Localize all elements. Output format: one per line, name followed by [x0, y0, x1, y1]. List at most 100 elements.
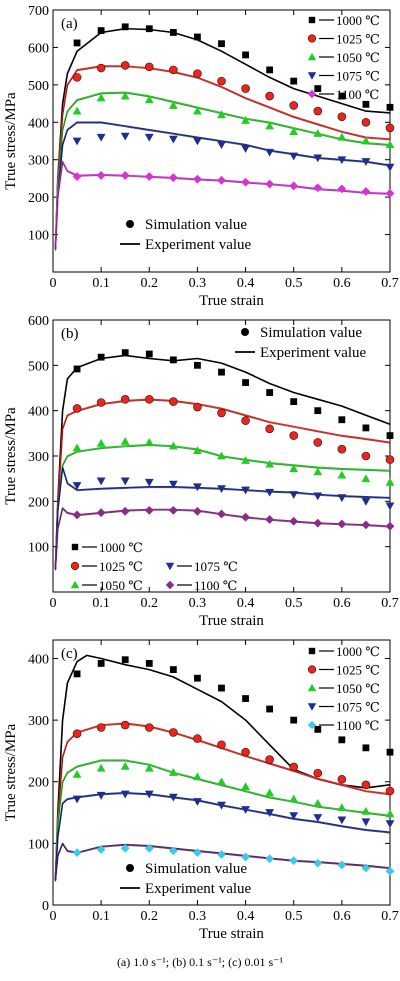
simulation-point	[194, 361, 201, 369]
simulation-point	[241, 116, 250, 124]
simulation-point	[168, 506, 178, 515]
legend-label: 1025 ℃	[336, 32, 380, 47]
simulation-point	[145, 660, 153, 667]
simulation-point	[313, 814, 323, 822]
simulation-point	[361, 806, 371, 815]
simulation-point	[337, 860, 347, 870]
simulation-point	[289, 181, 299, 191]
legend-label: 1000 ℃	[336, 644, 380, 659]
simulation-point	[217, 509, 226, 519]
simulation-point	[168, 173, 178, 183]
simulation-point	[144, 790, 154, 799]
y-tick-label: 0	[42, 899, 49, 914]
simulation-point	[168, 768, 178, 776]
legend-label: 1100 ℃	[194, 578, 237, 593]
simulation-point	[289, 101, 299, 110]
simulation-point	[241, 806, 250, 814]
simulation-point	[120, 437, 130, 445]
simulation-point	[241, 486, 250, 495]
simulation-point	[193, 848, 202, 858]
simulation-point	[385, 809, 395, 818]
legend-label: 1025 ℃	[336, 663, 380, 678]
legend-label: 1075 ℃	[336, 700, 380, 715]
x-tick-label: 0.6	[333, 596, 351, 611]
simulation-point	[362, 424, 370, 432]
experiment-line-trace	[55, 66, 391, 251]
legend-sim-label: Simulation value	[145, 217, 247, 233]
simulation-point	[72, 482, 82, 490]
simulation-point	[217, 110, 226, 119]
simulation-point	[121, 23, 129, 31]
simulation-point	[72, 769, 82, 778]
simulation-point	[265, 179, 275, 189]
simulation-point	[168, 846, 178, 856]
x-tick-label: 0.7	[381, 909, 399, 924]
simulation-point	[72, 848, 82, 858]
simulation-point	[362, 744, 370, 752]
simulation-point	[338, 416, 346, 424]
experiment-line-trace	[55, 445, 391, 571]
y-tick-label: 300	[28, 714, 49, 729]
simulation-point	[193, 506, 202, 516]
simulation-point	[385, 140, 395, 149]
simulation-point	[265, 91, 274, 101]
simulation-point	[193, 798, 202, 806]
simulation-point	[120, 61, 130, 70]
legend-marker	[307, 683, 317, 692]
simulation-point	[361, 117, 371, 127]
simulation-point	[168, 101, 178, 109]
simulation-point	[120, 720, 130, 730]
simulation-point	[313, 183, 323, 193]
simulation-point	[265, 788, 275, 797]
simulation-point	[194, 33, 201, 41]
simulation-point	[241, 512, 250, 522]
simulation-point	[313, 858, 323, 868]
simulation-point	[168, 480, 178, 489]
simulation-point	[96, 171, 106, 180]
legend-label: 1000 ℃	[99, 540, 143, 555]
series	[54, 160, 395, 251]
simulation-point	[120, 843, 130, 853]
x-tick-label: 0.6	[333, 276, 351, 291]
experiment-line-trace	[55, 760, 391, 882]
series	[54, 437, 395, 571]
experiment-line	[54, 842, 391, 881]
simulation-point	[337, 184, 347, 194]
legend-marker	[71, 543, 79, 551]
figure-caption: (a) 1.0 s⁻¹; (b) 0.1 s⁻¹; (c) 0.01 s⁻¹	[116, 955, 284, 969]
simulation-point	[242, 51, 249, 59]
simulation-point	[241, 747, 250, 757]
y-tick-label: 300	[28, 450, 49, 465]
simulation-point	[168, 135, 178, 144]
legend-sim-marker	[126, 220, 134, 228]
simulation-point	[337, 112, 347, 121]
simulation-point	[218, 368, 225, 376]
simulation-point	[120, 506, 130, 516]
simulation-point	[361, 187, 371, 196]
simulation-point	[120, 395, 130, 404]
simulation-point	[385, 455, 395, 464]
series	[54, 506, 395, 571]
simulation-point	[96, 508, 106, 518]
simulation-point	[96, 723, 106, 732]
simulation-point	[337, 444, 347, 454]
simulation-point	[266, 66, 274, 74]
experiment-line	[54, 759, 391, 881]
chart-panel: 0 0.1 0.2 0.3 0.4 0.5 0.6 0.7 100 200 300 400 500 600…	[3, 314, 399, 629]
legend-marker	[165, 580, 175, 590]
simulation-point	[193, 106, 202, 115]
legend-marker	[307, 89, 317, 99]
series	[54, 720, 395, 882]
simulation-point	[337, 774, 347, 784]
y-tick-label: 400	[28, 405, 49, 420]
simulation-point	[96, 63, 106, 73]
x-tick-label: 0.6	[333, 909, 351, 924]
simulation-point	[290, 398, 298, 405]
simulation-point	[361, 158, 371, 166]
simulation-point	[96, 845, 106, 854]
simulation-point	[120, 790, 130, 799]
x-axis-label: True strain	[199, 613, 264, 629]
simulation-point	[313, 768, 323, 778]
simulation-point	[168, 793, 178, 802]
y-tick-label: 200	[28, 495, 49, 510]
